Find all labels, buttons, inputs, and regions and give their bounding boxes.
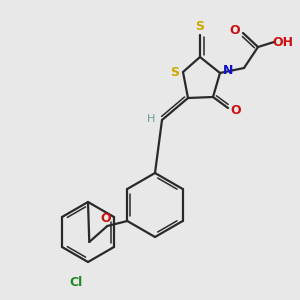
Text: OH: OH [272,35,293,49]
Text: S: S [170,65,179,79]
Text: O: O [230,25,240,38]
Text: O: O [231,103,241,116]
Text: O: O [100,212,111,226]
Text: Cl: Cl [69,277,82,290]
Text: H: H [147,114,155,124]
Text: S: S [196,20,205,34]
Text: N: N [223,64,233,77]
